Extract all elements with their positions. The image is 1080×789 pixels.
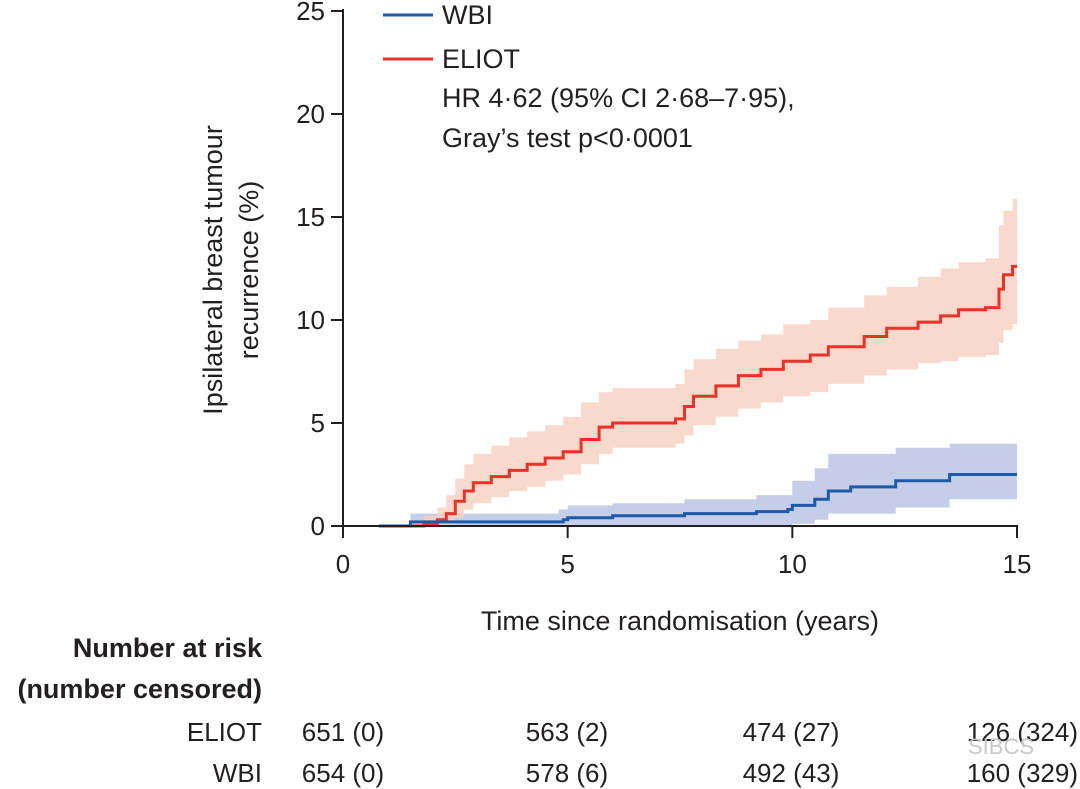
y-tick-label: 10 xyxy=(296,305,325,335)
legend-label-eliot: ELIOT xyxy=(442,44,520,74)
risk-table-header-line-1: Number at risk xyxy=(73,633,263,663)
y-tick-label: 5 xyxy=(311,408,325,438)
x-tick-label: 15 xyxy=(1003,549,1032,579)
y-tick-label: 20 xyxy=(296,99,325,129)
axes xyxy=(331,9,1018,538)
series-line-wbi xyxy=(378,473,1017,528)
y-tick-label: 15 xyxy=(296,202,325,232)
legend: WBI ELIOT HR 4·62 (95% CI 2·68–7·95), Gr… xyxy=(383,0,795,153)
risk-cell: 160 (329) xyxy=(967,758,1078,788)
risk-row-label-eliot: ELIOT xyxy=(187,717,262,747)
risk-row-label-wbi: WBI xyxy=(213,758,262,788)
risk-table-rows: ELIOT 651 (0) 563 (2) 474 (27) 126 (324) WBI 6… xyxy=(187,717,1078,788)
x-tick-label: 10 xyxy=(778,549,807,579)
y-axis-title: Ipsilateral breast tumour recurrence (%) xyxy=(198,125,264,415)
annotation-hazard-ratio: HR 4·62 (95% CI 2·68–7·95), xyxy=(442,83,795,113)
ci-band-wbi xyxy=(410,443,1017,526)
legend-label-wbi: WBI xyxy=(442,0,493,30)
x-tick-label: 5 xyxy=(560,549,574,579)
ci-band-eliot xyxy=(410,198,1017,526)
risk-cell: 126 (324) xyxy=(967,717,1078,747)
risk-cell: 474 (27) xyxy=(743,717,840,747)
series-line-eliot xyxy=(378,264,1017,528)
watermark-text: SIBCS xyxy=(968,734,1034,759)
x-tick-label: 0 xyxy=(336,549,350,579)
tick-labels: 0 5 10 15 20 25 0 5 10 15 xyxy=(296,0,1031,579)
risk-table-header-line-2: (number censored) xyxy=(17,674,262,704)
y-tick-label: 0 xyxy=(311,511,325,541)
annotation-grays-test: Gray’s test p<0·0001 xyxy=(442,123,693,153)
ci-bands xyxy=(410,198,1017,526)
y-axis-title-line-2: recurrence (%) xyxy=(234,181,264,360)
number-at-risk-table: Number at risk (number censored) ELIOT 65… xyxy=(17,633,1078,788)
risk-cell: 492 (43) xyxy=(743,758,840,788)
risk-cell: 654 (0) xyxy=(302,758,384,788)
series-lines xyxy=(378,264,1017,528)
y-axis-title-line-1: Ipsilateral breast tumour xyxy=(198,125,228,415)
risk-cell: 651 (0) xyxy=(302,717,384,747)
y-tick-label: 25 xyxy=(296,0,325,26)
risk-cell: 578 (6) xyxy=(526,758,608,788)
x-axis-title: Time since randomisation (years) xyxy=(481,606,879,636)
risk-cell: 563 (2) xyxy=(526,717,608,747)
